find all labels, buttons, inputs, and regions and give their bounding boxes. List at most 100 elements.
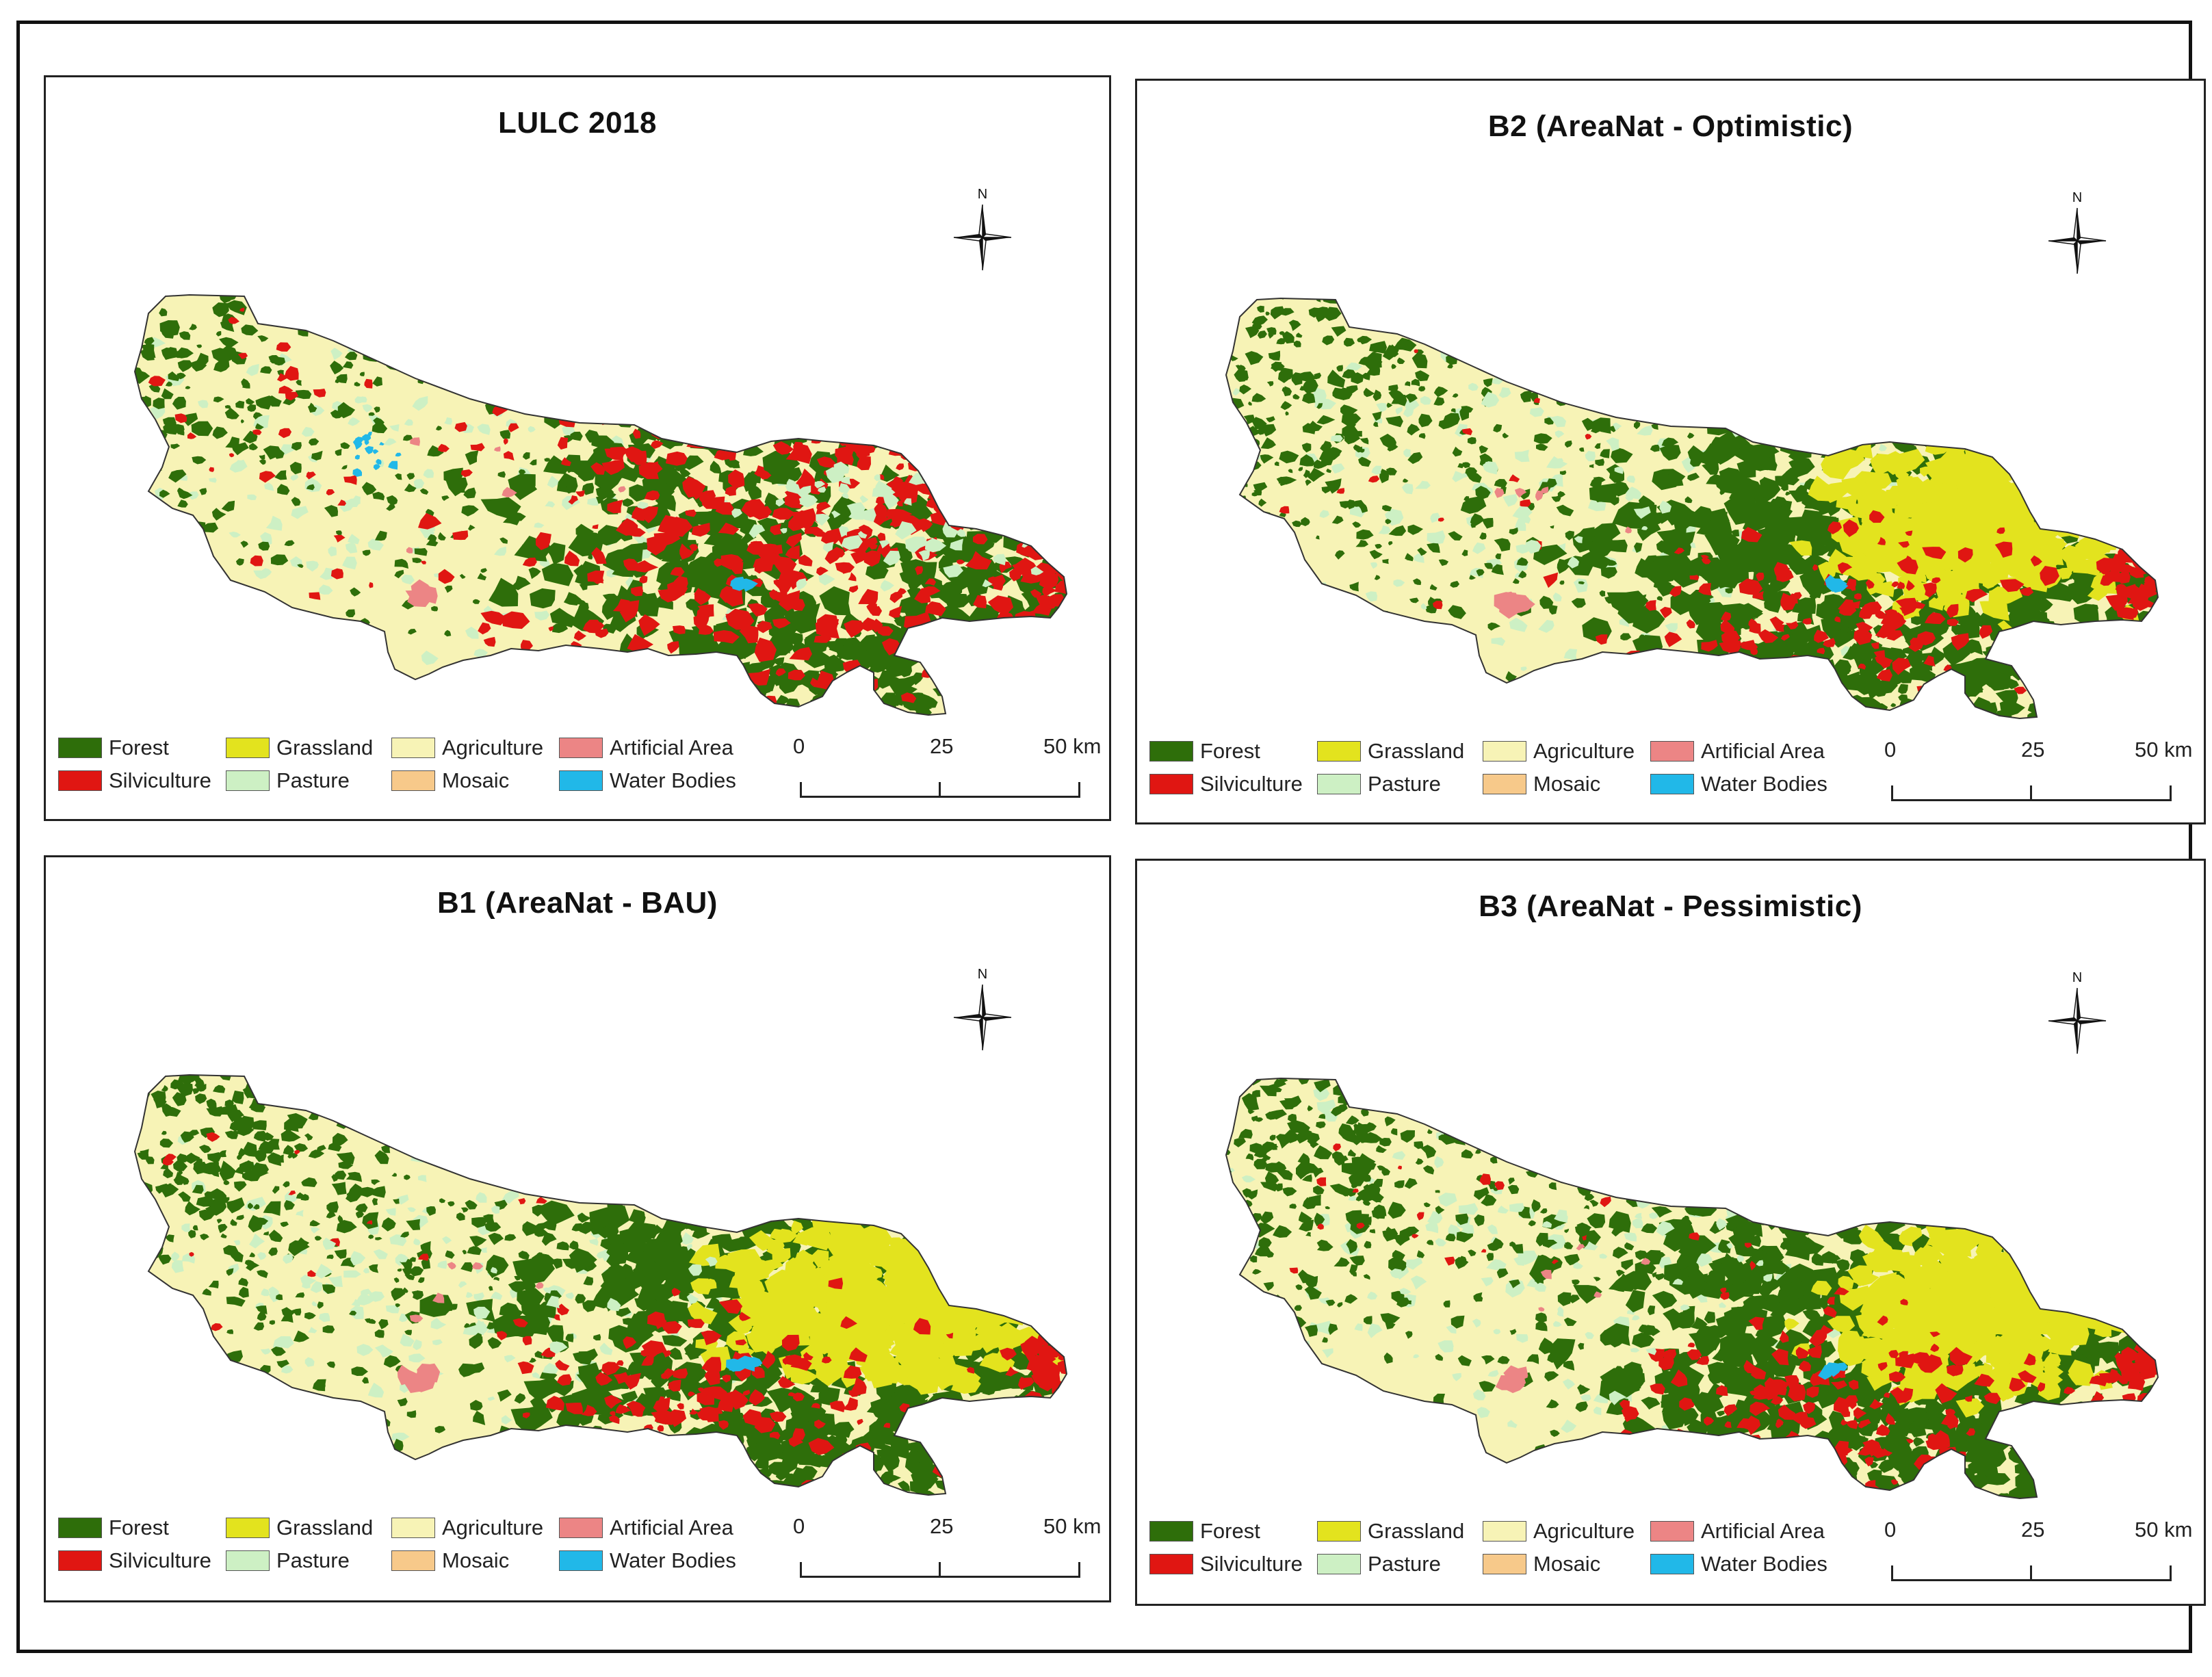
legend-label: Silviculture xyxy=(1200,1552,1303,1576)
scale-tick xyxy=(2030,785,2032,801)
water-bodies-swatch xyxy=(1650,1554,1694,1574)
agriculture-swatch xyxy=(1483,1521,1526,1542)
map-panel: B1 (AreaNat - BAU) N Forest Grass xyxy=(44,855,1111,1602)
legend-label: Artificial Area xyxy=(1701,739,1825,763)
scale-tick xyxy=(939,782,941,798)
compass-rose-icon xyxy=(2048,987,2107,1054)
forest-swatch xyxy=(1149,1521,1193,1542)
legend-label: Grassland xyxy=(276,1516,374,1539)
silviculture-swatch xyxy=(1149,774,1193,794)
pasture-swatch xyxy=(226,770,270,791)
legend-item-silviculture: Silviculture xyxy=(58,767,211,794)
legend-label: Agriculture xyxy=(442,1516,544,1539)
legend-label: Forest xyxy=(1200,739,1260,763)
scale-tick xyxy=(2030,1565,2032,1581)
mosaic-swatch xyxy=(1483,1554,1526,1574)
pasture-swatch xyxy=(1317,774,1361,794)
legend-label: Grassland xyxy=(1368,1519,1465,1543)
north-label: N xyxy=(977,967,988,982)
silviculture-swatch xyxy=(1149,1554,1193,1574)
legend-item-forest: Forest xyxy=(1149,738,1260,765)
north-label: N xyxy=(977,187,988,202)
grassland-swatch xyxy=(226,738,270,758)
panel-title: LULC 2018 xyxy=(498,106,657,140)
legend-label: Pasture xyxy=(1368,1552,1441,1576)
legend-item-agriculture: Agriculture xyxy=(1483,738,1635,765)
mosaic-swatch xyxy=(391,1550,435,1571)
scale-tick xyxy=(1078,782,1080,798)
map-panel: B3 (AreaNat - Pessimistic) N Forest xyxy=(1135,859,2206,1606)
scale-tick xyxy=(2170,785,2172,801)
scale-tick xyxy=(1891,785,1893,801)
legend-item-pasture: Pasture xyxy=(1317,770,1441,798)
legend-item-forest: Forest xyxy=(1149,1518,1260,1545)
legend-label: Forest xyxy=(109,736,169,759)
map-panel: LULC 2018 N Forest Grassland xyxy=(44,75,1111,821)
compass-rose-icon xyxy=(953,984,1012,1051)
legend-label: Pasture xyxy=(276,1548,350,1572)
legend-item-water-bodies: Water Bodies xyxy=(1650,1550,1827,1578)
compass-rose-icon xyxy=(953,204,1012,271)
legend-item-forest: Forest xyxy=(58,1514,169,1542)
legend-label: Artificial Area xyxy=(610,736,733,759)
scale-label-50: 50 km xyxy=(1043,734,1102,758)
legend-item-pasture: Pasture xyxy=(226,767,350,794)
legend-item-mosaic: Mosaic xyxy=(391,767,509,794)
legend-label: Artificial Area xyxy=(610,1516,733,1539)
legend-item-grassland: Grassland xyxy=(226,734,373,762)
artificial-area-swatch xyxy=(1650,741,1694,762)
compass-rose-icon xyxy=(2048,207,2107,274)
water-bodies-swatch xyxy=(1650,774,1694,794)
map-legend: Forest Grassland Agriculture Artificial … xyxy=(58,1514,783,1589)
legend-label: Water Bodies xyxy=(610,1548,736,1572)
scale-label-25: 25 xyxy=(930,734,954,758)
legend-item-mosaic: Mosaic xyxy=(1483,1550,1600,1578)
north-arrow: N xyxy=(2040,190,2115,279)
map-legend: Forest Grassland Agriculture Artificial … xyxy=(58,734,783,809)
scale-bar: 0 25 50 km xyxy=(1883,1518,2192,1593)
legend-item-forest: Forest xyxy=(58,734,169,762)
pasture-swatch xyxy=(226,1550,270,1571)
artificial-area-swatch xyxy=(1650,1521,1694,1542)
legend-item-grassland: Grassland xyxy=(1317,1518,1464,1545)
scale-tick xyxy=(1078,1562,1080,1578)
scale-tick xyxy=(800,1562,802,1578)
map-panel: B2 (AreaNat - Optimistic) N Forest xyxy=(1135,79,2206,824)
legend-label: Grassland xyxy=(1368,739,1465,763)
legend-item-artificial-area: Artificial Area xyxy=(559,1514,733,1542)
legend-label: Forest xyxy=(109,1516,169,1539)
legend-item-artificial-area: Artificial Area xyxy=(1650,738,1825,765)
forest-swatch xyxy=(1149,741,1193,762)
legend-label: Silviculture xyxy=(1200,772,1303,796)
legend-item-silviculture: Silviculture xyxy=(1149,1550,1303,1578)
legend-label: Silviculture xyxy=(109,768,211,792)
scale-bar: 0 25 50 km xyxy=(792,734,1101,809)
panel-title: B3 (AreaNat - Pessimistic) xyxy=(1479,889,1862,923)
north-arrow: N xyxy=(945,187,1020,276)
legend-label: Forest xyxy=(1200,1519,1260,1543)
scale-label-50: 50 km xyxy=(1043,1514,1102,1538)
land-use-map xyxy=(1225,1077,2159,1500)
scale-label-0: 0 xyxy=(793,734,805,758)
land-use-map xyxy=(1225,297,2159,720)
legend-label: Mosaic xyxy=(442,768,510,792)
legend-label: Artificial Area xyxy=(1701,1519,1825,1543)
legend-label: Pasture xyxy=(276,768,350,792)
legend-item-artificial-area: Artificial Area xyxy=(559,734,733,762)
scale-label-0: 0 xyxy=(1884,1518,1897,1542)
legend-label: Agriculture xyxy=(442,736,544,759)
land-use-map xyxy=(133,1074,1068,1496)
north-label: N xyxy=(2072,190,2083,205)
artificial-area-swatch xyxy=(559,738,603,758)
north-label: N xyxy=(2072,970,2083,985)
legend-item-agriculture: Agriculture xyxy=(391,734,543,762)
legend-item-grassland: Grassland xyxy=(226,1514,373,1542)
scale-label-0: 0 xyxy=(1884,738,1897,762)
legend-label: Agriculture xyxy=(1533,739,1635,763)
grassland-swatch xyxy=(226,1518,270,1538)
legend-item-water-bodies: Water Bodies xyxy=(559,767,736,794)
legend-item-water-bodies: Water Bodies xyxy=(559,1547,736,1574)
panel-title: B2 (AreaNat - Optimistic) xyxy=(1487,109,1853,143)
map-legend: Forest Grassland Agriculture Artificial … xyxy=(1149,1518,1875,1593)
water-bodies-swatch xyxy=(559,770,603,791)
